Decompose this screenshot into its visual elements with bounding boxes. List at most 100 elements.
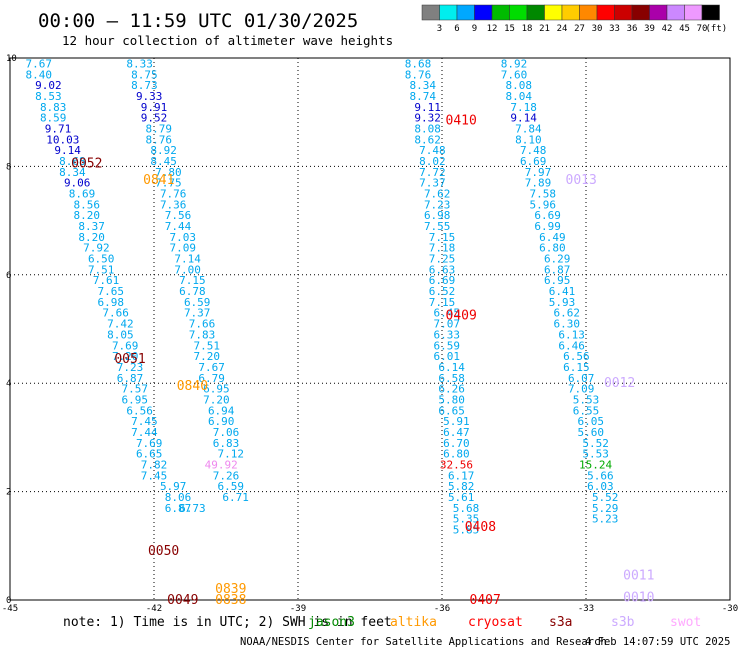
swh-value: 8.76 (146, 133, 173, 146)
swh-value: 6.45 (434, 307, 461, 320)
colorbar-swatch (456, 4, 475, 21)
swh-value: 6.15 (563, 361, 590, 374)
swh-value: 7.65 (98, 285, 125, 298)
swh-value: 8.76 (405, 68, 432, 81)
swh-value: 5.93 (549, 296, 576, 309)
swh-value: 6.95 (122, 393, 149, 406)
pass-labels: 0052 0841 0051 0840 0050 0839 0049 0838 0410 0013… (71, 113, 654, 608)
swh-value: 5.85 (453, 524, 480, 537)
colorbar-label: 21 (539, 24, 550, 34)
swh-value: 5.96 (530, 198, 557, 211)
y-tick-label: 10 (6, 54, 17, 64)
swh-value: 6.69 (520, 155, 547, 168)
legend-entry-s3a: s3a (549, 615, 572, 630)
colorbar-swatch (701, 4, 720, 21)
swh-value: 7.12 (218, 448, 245, 461)
swh-value: 6.59 (218, 480, 245, 493)
swh-value: 9.71 (45, 122, 72, 135)
swh-value: 6.90 (208, 415, 235, 428)
swh-value: 6.69 (429, 274, 456, 287)
swh-value: 6.71 (222, 491, 249, 504)
colorbar-label: 9 (472, 24, 477, 34)
swh-value: 6.58 (438, 372, 465, 385)
colorbar-swatch (509, 4, 528, 21)
swh-value: 6.59 (184, 296, 211, 309)
y-tick-label: 0 (6, 596, 11, 606)
swh-value: 6.33 (434, 328, 461, 341)
swh-value: 7.48 (419, 144, 446, 157)
colorbar-swatch (631, 4, 650, 21)
swh-value: 6.98 (98, 296, 125, 309)
x-tick-label: -42 (146, 604, 162, 614)
swh-value: 6.14 (438, 361, 465, 374)
swh-value: 6.55 (573, 404, 600, 417)
pass-time-label: 0840 (177, 379, 208, 394)
swh-value: 8.59 (40, 112, 67, 125)
colorbar-swatch (491, 4, 510, 21)
swh-value: 7.37 (184, 307, 211, 320)
swh-value: 8.73 (131, 79, 158, 92)
swh-values: 7.678.409.028.538.838.599.7110.039.148.6… (26, 57, 619, 536)
swh-value: 6.63 (429, 263, 456, 276)
swh-value: 6.95 (544, 274, 571, 287)
swh-value: 7.09 (170, 242, 197, 255)
axis-ticks: -45 -42 -39 -36 -33 -30 0 2 4 6 8 10 (2, 54, 738, 614)
swh-value: 10.03 (46, 133, 79, 146)
legend-entry-s3b: s3b (611, 615, 635, 630)
swh-value: 7.76 (160, 188, 187, 201)
swh-value: 8.79 (146, 122, 173, 135)
swh-value: 8.83 (40, 101, 67, 114)
x-tick-label: -45 (2, 604, 18, 614)
pass-time-label: 0052 (71, 157, 102, 172)
pass-time-label: 0408 (465, 520, 496, 535)
legend-entry-jason3: jason3 (308, 615, 355, 630)
swh-value: 5.66 (587, 469, 614, 482)
colorbar-swatch (649, 4, 668, 21)
swh-value: 6.99 (534, 220, 561, 233)
swh-value: 7.36 (160, 198, 187, 211)
swh-value: 6.87 (544, 263, 571, 276)
pass-time-label: 0013 (566, 173, 597, 188)
swh-value: 7.67 (198, 361, 225, 374)
swh-value: 6.98 (424, 209, 451, 222)
colorbar-label: 39 (644, 24, 655, 34)
pass-time-label: 0050 (148, 544, 179, 559)
swh-value: 49.92 (205, 459, 238, 472)
colorbar-label: 12 (487, 24, 498, 34)
swh-value: 7.66 (189, 318, 216, 331)
swh-value: 7.58 (530, 188, 557, 201)
swh-value: 8.20 (74, 209, 101, 222)
footnote: note: 1) Time is in UTC; 2) SWH is in fe… (63, 615, 392, 630)
colorbar-label: 36 (627, 24, 638, 34)
swh-value: 6.83 (213, 437, 240, 450)
swh-value: 7.82 (141, 459, 168, 472)
swh-value: 6.50 (88, 253, 115, 266)
swh-value: 5.91 (443, 415, 470, 428)
swh-value: 7.72 (419, 166, 446, 179)
swh-value: 8.56 (74, 198, 101, 211)
chart-title: 00:00 – 11:59 UTC 01/30/2025 (38, 10, 358, 32)
colorbar-swatch (579, 4, 598, 21)
pass-time-label: 0838 (215, 593, 246, 608)
swh-value: 8.05 (107, 328, 134, 341)
swh-value: 8.75 (131, 68, 158, 81)
swh-value: 6.95 (203, 383, 230, 396)
pass-time-label: 0051 (114, 352, 145, 367)
swh-value: 9.33 (136, 90, 163, 103)
swh-value: 5.52 (592, 491, 619, 504)
swh-value: 6.56 (563, 350, 590, 363)
credit-text: NOAA/NESDIS Center for Satellite Applica… (240, 636, 607, 648)
swh-value: 7.14 (174, 253, 201, 266)
swh-value: 9.52 (141, 112, 168, 125)
swh-value: 7.51 (88, 263, 115, 276)
swh-value: 7.44 (131, 426, 158, 439)
colorbar-swatch (684, 4, 703, 21)
swh-value: 6.13 (558, 328, 585, 341)
swh-value: 7.69 (112, 339, 139, 352)
swh-value: 7.80 (155, 166, 182, 179)
swh-value: 6.69 (534, 209, 561, 222)
swh-value: 7.06 (213, 426, 240, 439)
swh-value: 5.60 (578, 426, 605, 439)
legend-entry-cryosat: cryosat (468, 615, 523, 630)
